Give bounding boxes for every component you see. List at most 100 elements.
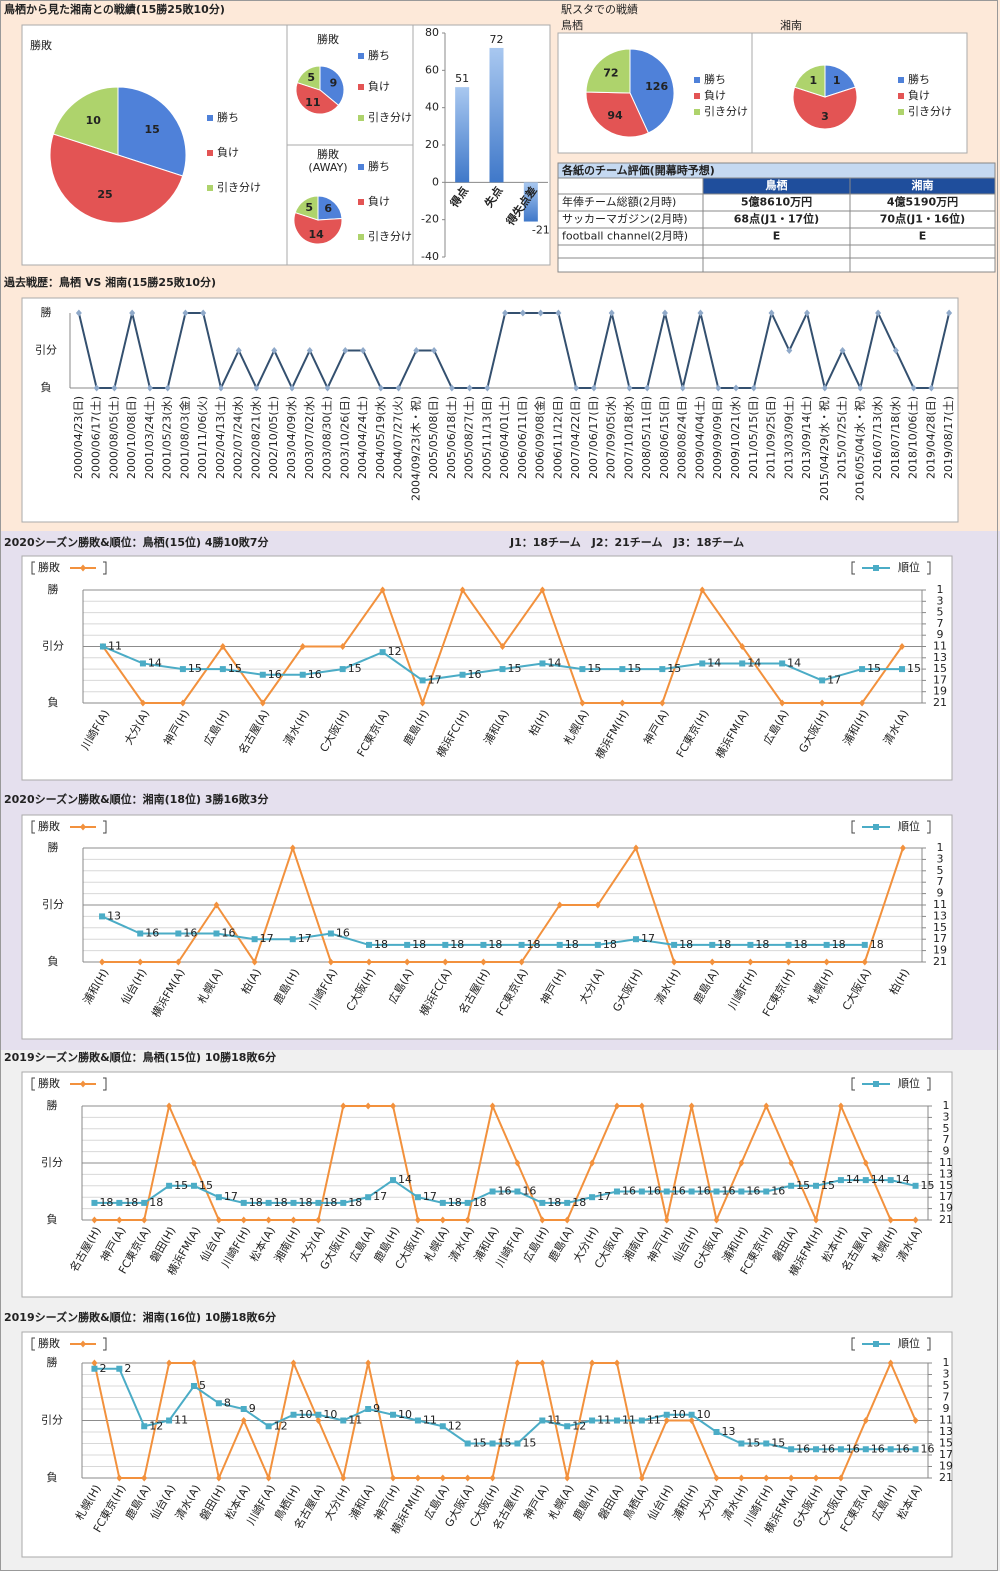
legend-swatch <box>358 115 364 121</box>
point <box>861 958 868 966</box>
data-label: 18 <box>99 1196 113 1209</box>
legend-label: 勝ち <box>908 72 930 86</box>
slice-label: 11 <box>305 96 320 109</box>
point <box>448 384 455 392</box>
point <box>819 699 826 707</box>
point <box>739 643 746 650</box>
point <box>589 1159 596 1167</box>
legend-swatch <box>898 77 904 83</box>
data-label: 16 <box>145 927 159 940</box>
point <box>912 1417 919 1424</box>
point <box>713 1429 720 1435</box>
point <box>875 309 882 317</box>
data-label: 16 <box>647 1185 661 1198</box>
point <box>414 1216 421 1224</box>
y-tick-label: 引分 <box>41 1413 63 1427</box>
point <box>439 1423 446 1430</box>
point <box>946 309 953 317</box>
x-tick-label: 2015/04/29(水・祝) <box>817 396 831 501</box>
y2-tick-label: 11 <box>939 1414 953 1427</box>
point <box>480 941 487 948</box>
y2-tick-label: 3 <box>937 852 944 865</box>
x-tick-label: 2008/06/15(日) <box>658 396 671 479</box>
point <box>785 958 792 966</box>
point <box>484 384 491 392</box>
point <box>390 1474 397 1482</box>
point <box>573 384 580 392</box>
point <box>413 347 420 354</box>
point <box>80 1340 86 1348</box>
y-tick-label: 勝 <box>48 840 59 854</box>
point <box>414 1474 421 1482</box>
point <box>179 699 186 707</box>
section-title: 駅スタでの戦績 <box>561 2 638 16</box>
pie-slice <box>824 64 857 98</box>
x-tick-label: 2018/10/06(土) <box>907 396 920 479</box>
y-tick-label: 負 <box>48 955 59 968</box>
point <box>537 309 544 317</box>
point <box>699 586 706 594</box>
data-label: 15 <box>348 662 362 675</box>
x-tick-label: 2005/05/08(日) <box>427 396 440 479</box>
y-tick-label: -40 <box>421 250 439 263</box>
table-cell <box>557 244 704 259</box>
point <box>289 844 296 852</box>
x-tick-label: 2016/05/04(水・祝) <box>852 396 866 501</box>
data-label: 18 <box>412 938 426 951</box>
point <box>99 913 106 920</box>
pie-slice <box>629 48 675 134</box>
legend-label: 負け <box>217 146 239 159</box>
data-label: 18 <box>572 1196 586 1209</box>
point <box>459 671 466 678</box>
data-label: 11 <box>647 1414 661 1427</box>
point <box>804 309 811 317</box>
chart-box <box>751 32 968 154</box>
data-label: 18 <box>348 1196 362 1209</box>
x-tick-label: 2006/09/08(金) <box>533 396 547 479</box>
slice-label: 72 <box>603 67 618 80</box>
point <box>182 309 189 317</box>
point <box>190 1359 197 1367</box>
y2-tick-label: 19 <box>933 944 947 957</box>
data-label: 18 <box>794 938 808 951</box>
data-label: 18 <box>124 1196 138 1209</box>
point <box>235 347 242 354</box>
point <box>539 586 546 594</box>
point <box>489 1102 496 1110</box>
data-label: 15 <box>174 1179 188 1192</box>
point <box>750 384 757 392</box>
series-line <box>102 844 904 965</box>
x-tick-label: 2009/09/09(日) <box>711 396 724 479</box>
point <box>365 1359 372 1367</box>
point <box>556 901 563 909</box>
point <box>679 384 686 392</box>
point <box>688 1102 695 1110</box>
point <box>259 699 266 707</box>
y2-tick-label: 3 <box>943 1368 950 1381</box>
point <box>190 1182 197 1189</box>
slice-label: 15 <box>144 123 159 136</box>
league-note: J1：18チーム J2：21チーム J3：18チーム <box>509 536 744 549</box>
data-label: 15 <box>796 1179 810 1192</box>
series-line <box>77 309 951 392</box>
slice-label: 25 <box>97 188 112 201</box>
data-label: 12 <box>572 1419 586 1432</box>
point <box>251 958 258 966</box>
point <box>899 643 906 650</box>
point <box>788 1474 795 1482</box>
y2-tick-label: 15 <box>939 1437 953 1450</box>
point <box>315 1417 322 1424</box>
data-label: 14 <box>846 1173 860 1186</box>
bar <box>455 87 470 183</box>
point <box>813 1474 820 1482</box>
point <box>80 1080 86 1088</box>
point <box>608 309 615 317</box>
legend-bracket <box>927 561 931 575</box>
point <box>663 1216 670 1224</box>
point <box>788 1446 795 1453</box>
x-tick-label: 2003/04/09(水) <box>285 396 298 479</box>
data-label: 12 <box>448 1419 462 1432</box>
point <box>200 309 207 317</box>
legend-label: 順位 <box>898 560 920 574</box>
data-label: 16 <box>268 668 282 681</box>
